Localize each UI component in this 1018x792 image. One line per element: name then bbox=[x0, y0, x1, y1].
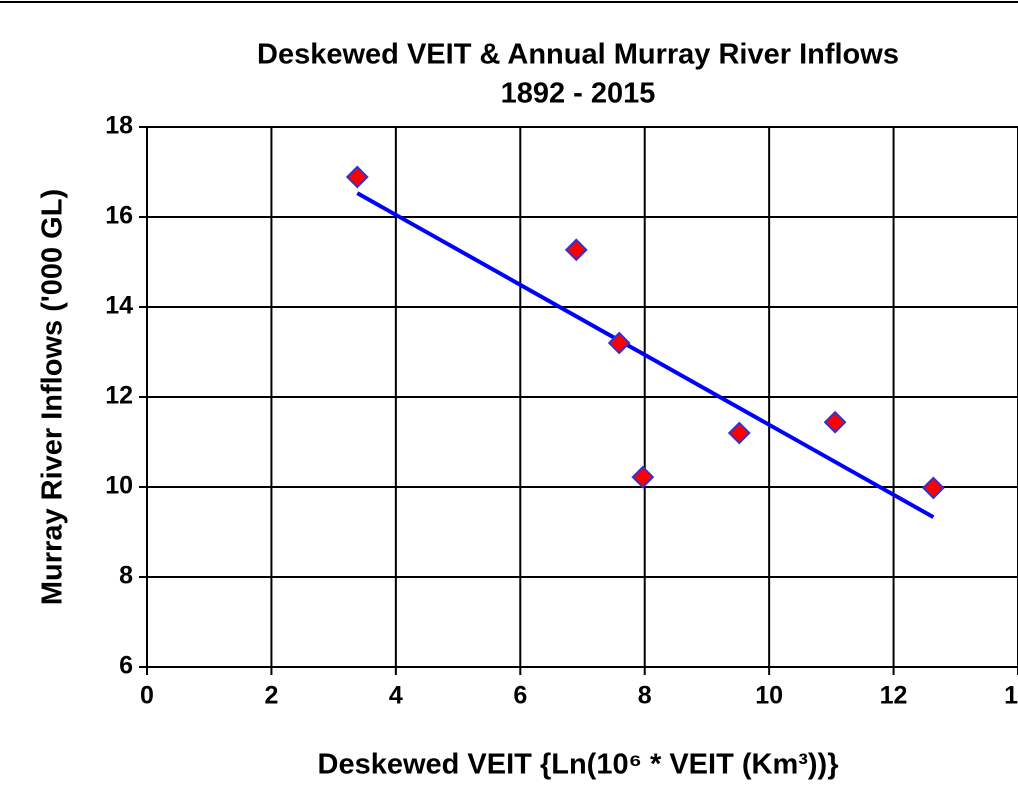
chart-subtitle: 1892 - 2015 bbox=[501, 78, 656, 110]
x-tick-label: 6 bbox=[513, 682, 527, 710]
y-tick-label: 18 bbox=[105, 112, 133, 140]
x-tick-label: 8 bbox=[638, 682, 652, 710]
chart-title: Deskewed VEIT & Annual Murray River Infl… bbox=[257, 39, 899, 71]
trend-line bbox=[356, 191, 935, 519]
point bbox=[823, 410, 847, 434]
x-tick-label: 4 bbox=[389, 682, 403, 710]
y-tick-label: 6 bbox=[119, 652, 133, 680]
point bbox=[345, 165, 369, 189]
x-tick-label: 14 bbox=[1004, 682, 1018, 710]
x-tick-label: 12 bbox=[880, 682, 908, 710]
x-axis-label: Deskewed VEIT {Ln(10⁶ * VEIT (Km³))} bbox=[318, 749, 839, 781]
point bbox=[607, 331, 631, 355]
y-tick-label: 16 bbox=[105, 202, 133, 230]
x-tick-label: 0 bbox=[140, 682, 154, 710]
x-tick-label: 10 bbox=[755, 682, 783, 710]
y-axis-label: Murray River Inflows ('000 GL) bbox=[37, 189, 69, 605]
y-tick-label: 10 bbox=[105, 472, 133, 500]
y-tick-label: 8 bbox=[119, 562, 133, 590]
y-tick-label: 12 bbox=[105, 382, 133, 410]
point bbox=[631, 465, 655, 489]
point bbox=[564, 238, 588, 262]
y-tick-label: 14 bbox=[105, 292, 133, 320]
x-tick-label: 2 bbox=[264, 682, 278, 710]
point bbox=[727, 421, 751, 445]
point bbox=[921, 476, 945, 500]
